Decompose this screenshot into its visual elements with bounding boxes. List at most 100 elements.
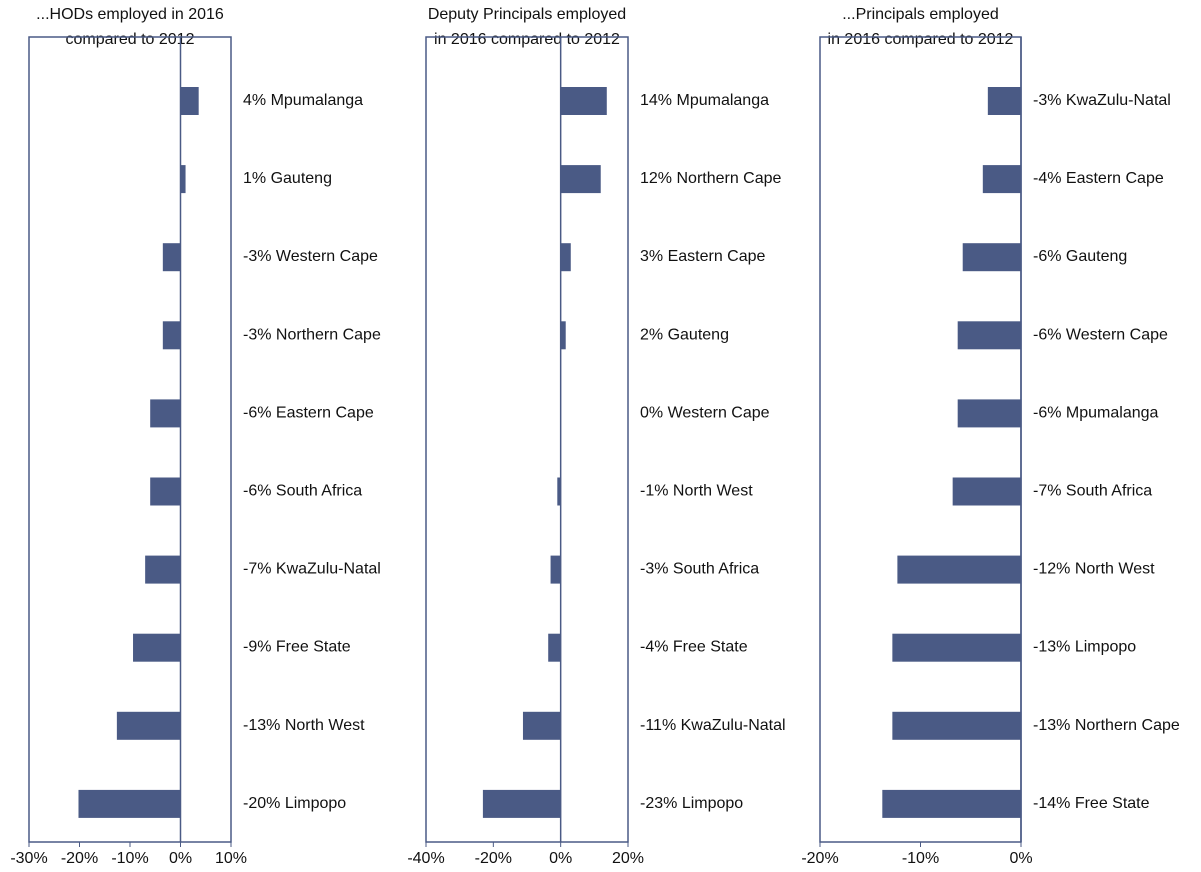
bar <box>987 87 1021 115</box>
chart-title: compared to 2012 <box>66 31 195 48</box>
bar <box>560 87 607 115</box>
value-label: -23% <box>640 795 677 812</box>
category-label: Free State <box>673 639 748 656</box>
category-label: Western Cape <box>668 405 770 422</box>
x-tick-label: -10% <box>111 850 148 867</box>
value-label: -1% <box>640 483 668 500</box>
category-label: Limpopo <box>1075 639 1136 656</box>
value-label: 14% <box>640 92 672 109</box>
bar-label: -6% Gauteng <box>1033 248 1127 265</box>
value-label: -13% <box>1033 639 1070 656</box>
bar <box>150 477 181 506</box>
chart-title: ...HODs employed in 2016 <box>36 6 224 23</box>
bar <box>892 711 1021 740</box>
value-label: -3% <box>243 327 271 344</box>
x-tick-label: -10% <box>902 850 939 867</box>
x-tick-label: 0% <box>1009 850 1032 867</box>
bar <box>180 165 186 194</box>
bar-label: -13% Limpopo <box>1033 639 1136 656</box>
category-label: Northern Cape <box>676 170 781 187</box>
category-label: North West <box>673 483 753 500</box>
x-tick-label: -20% <box>801 850 838 867</box>
category-label: Western Cape <box>276 248 378 265</box>
bar <box>957 399 1021 428</box>
category-label: South Africa <box>673 561 759 578</box>
chart-title: Deputy Principals employed <box>428 6 626 23</box>
value-label: -14% <box>1033 795 1070 812</box>
value-label: -7% <box>243 561 271 578</box>
category-label: Free State <box>276 639 351 656</box>
value-label: -7% <box>1033 483 1061 500</box>
bar <box>162 321 181 350</box>
bar <box>982 165 1021 194</box>
category-label: Limpopo <box>682 795 743 812</box>
bar <box>78 789 181 818</box>
bar-label: -9% Free State <box>243 639 351 656</box>
chart-title: ...Principals employed <box>842 6 999 23</box>
x-tick-label: 0% <box>169 850 192 867</box>
value-label: 12% <box>640 170 672 187</box>
category-label: Northern Cape <box>1075 717 1180 734</box>
bar <box>550 555 561 584</box>
x-tick-label: -30% <box>10 850 47 867</box>
category-label: South Africa <box>276 483 362 500</box>
bar-label: -23% Limpopo <box>640 795 743 812</box>
x-tick-label: 0% <box>549 850 572 867</box>
bar-label: 0% Western Cape <box>640 405 770 422</box>
bar-label: -6% Western Cape <box>1033 327 1168 344</box>
bar <box>116 711 181 740</box>
bar <box>560 165 601 194</box>
category-label: KwaZulu-Natal <box>276 561 381 578</box>
value-label: 1% <box>243 170 266 187</box>
bar-label: -11% KwaZulu-Natal <box>640 717 786 734</box>
x-tick-label: -40% <box>407 850 444 867</box>
category-label: Gauteng <box>668 327 729 344</box>
bar <box>557 477 561 506</box>
bar <box>162 243 181 272</box>
value-label: -6% <box>1033 248 1061 265</box>
category-label: South Africa <box>1066 483 1152 500</box>
bar-label: -3% Western Cape <box>243 248 378 265</box>
value-label: 3% <box>640 248 663 265</box>
bar-label: -6% South Africa <box>243 483 362 500</box>
x-tick-label: 20% <box>612 850 644 867</box>
chart-title: in 2016 compared to 2012 <box>828 31 1014 48</box>
value-label: -6% <box>243 483 271 500</box>
value-label: -4% <box>1033 170 1061 187</box>
category-label: Limpopo <box>285 795 346 812</box>
value-label: 0% <box>640 405 663 422</box>
x-tick-label: -20% <box>61 850 98 867</box>
bar <box>560 321 566 350</box>
category-label: Eastern Cape <box>1066 170 1164 187</box>
bar-label: 1% Gauteng <box>243 170 332 187</box>
category-label: Free State <box>1075 795 1150 812</box>
value-label: -9% <box>243 639 271 656</box>
bar-label: -3% South Africa <box>640 561 759 578</box>
x-tick-label: 10% <box>215 850 247 867</box>
bar-label: -7% KwaZulu-Natal <box>243 561 381 578</box>
value-label: -3% <box>640 561 668 578</box>
value-label: -6% <box>1033 327 1061 344</box>
value-label: -11% <box>640 717 676 734</box>
category-label: North West <box>1075 561 1155 578</box>
bar <box>145 555 181 584</box>
bar-label: -4% Eastern Cape <box>1033 170 1164 187</box>
bar-label: -14% Free State <box>1033 795 1150 812</box>
value-label: -4% <box>640 639 668 656</box>
bar-label: -20% Limpopo <box>243 795 346 812</box>
bar <box>548 633 561 662</box>
bar-label: -13% Northern Cape <box>1033 717 1180 734</box>
bar-label: -4% Free State <box>640 639 748 656</box>
x-tick-label: -20% <box>475 850 512 867</box>
plot-frame <box>425 36 629 843</box>
chart-title: in 2016 compared to 2012 <box>434 31 620 48</box>
bar <box>522 711 561 740</box>
bar-label: -6% Eastern Cape <box>243 405 374 422</box>
value-label: -6% <box>1033 405 1061 422</box>
value-label: -20% <box>243 795 280 812</box>
value-label: 2% <box>640 327 663 344</box>
value-label: -12% <box>1033 561 1070 578</box>
bar-label: 3% Eastern Cape <box>640 248 766 265</box>
category-label: Mpumalanga <box>676 92 769 109</box>
